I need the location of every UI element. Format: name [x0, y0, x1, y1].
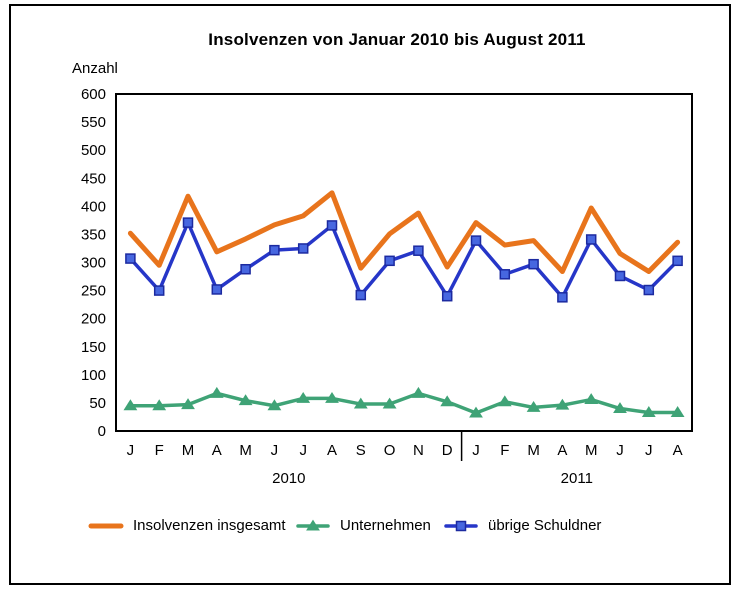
marker-unternehmen	[296, 391, 311, 403]
marker-uebrige-schuldner	[240, 263, 251, 275]
series-line-insgesamt	[127, 190, 681, 274]
year-label: 2010	[272, 470, 305, 487]
marker-unternehmen	[382, 397, 397, 409]
x-month-label: D	[442, 442, 453, 459]
x-month-label: J	[645, 442, 653, 459]
y-tick-label: 450	[81, 170, 106, 187]
marker-uebrige-schuldner	[384, 255, 395, 267]
marker-unternehmen	[670, 406, 685, 417]
y-tick-label: 200	[81, 311, 106, 328]
y-tick-label: 50	[89, 395, 106, 412]
x-month-label: N	[413, 442, 424, 459]
y-tick-label: 400	[81, 198, 106, 215]
marker-uebrige-schuldner	[413, 245, 424, 256]
y-tick-label: 550	[81, 114, 106, 131]
marker-uebrige-schuldner	[326, 220, 338, 231]
marker-unternehmen	[555, 398, 570, 410]
y-tick-label: 350	[81, 226, 106, 243]
marker-unternehmen	[641, 406, 656, 417]
y-tick-label: 500	[81, 142, 106, 159]
marker-uebrige-schuldner	[297, 243, 309, 254]
x-month-label: M	[527, 442, 540, 459]
x-month-label: J	[127, 442, 135, 459]
x-month-label: A	[557, 442, 567, 459]
marker-uebrige-schuldner	[355, 289, 367, 301]
plot-border	[115, 93, 693, 432]
marker-unternehmen	[209, 386, 224, 398]
marker-unternehmen	[181, 398, 195, 410]
marker-unternehmen	[526, 400, 541, 412]
x-month-label: M	[585, 442, 598, 459]
marker-uebrige-schuldner	[153, 285, 165, 296]
marker-unternehmen	[613, 402, 627, 414]
marker-uebrige-schuldner	[643, 284, 655, 296]
marker-unternehmen	[123, 399, 138, 411]
marker-uebrige-schuldner	[211, 284, 223, 295]
marker-uebrige-schuldner	[585, 234, 597, 245]
y-axis-label: Anzahl	[72, 60, 118, 77]
chart-title: Insolvenzen von Januar 2010 bis August 2…	[208, 30, 586, 49]
y-tick-label: 0	[98, 423, 106, 440]
y-tick-label: 300	[81, 255, 106, 272]
x-month-label: A	[212, 442, 222, 459]
marker-unternehmen	[584, 393, 599, 405]
x-month-label: M	[182, 442, 195, 459]
year-label: 2011	[561, 470, 593, 487]
chart-frame	[9, 4, 731, 585]
x-month-label: F	[155, 442, 164, 459]
marker-uebrige-schuldner	[470, 235, 482, 246]
x-month-label: J	[472, 442, 480, 459]
marker-unternehmen	[411, 386, 426, 398]
marker-uebrige-schuldner	[557, 292, 568, 303]
marker-unternehmen	[238, 394, 253, 406]
marker-uebrige-schuldner	[441, 290, 453, 302]
x-month-label: J	[616, 442, 624, 459]
x-month-label: J	[299, 442, 307, 459]
x-month-label: A	[673, 442, 683, 459]
x-month-label: M	[239, 442, 252, 459]
marker-uebrige-schuldner	[672, 255, 683, 267]
x-month-label: S	[356, 442, 366, 459]
y-tick-label: 150	[81, 339, 106, 356]
marker-unternehmen	[469, 406, 483, 418]
marker-unternehmen	[353, 397, 368, 409]
marker-unternehmen	[267, 399, 282, 411]
x-month-label: J	[271, 442, 279, 459]
marker-uebrige-schuldner	[182, 217, 194, 228]
marker-unternehmen	[152, 399, 167, 411]
marker-uebrige-schuldner	[269, 244, 280, 256]
marker-uebrige-schuldner	[614, 270, 626, 282]
y-tick-label: 600	[81, 86, 106, 103]
marker-unternehmen	[497, 395, 512, 407]
x-month-label: F	[500, 442, 509, 459]
marker-unternehmen	[440, 395, 455, 407]
x-month-label: O	[384, 442, 396, 459]
marker-uebrige-schuldner	[528, 258, 539, 270]
x-month-label: A	[327, 442, 337, 459]
marker-unternehmen	[325, 391, 339, 403]
y-tick-label: 100	[81, 367, 106, 384]
y-tick-label: 250	[81, 283, 106, 300]
marker-uebrige-schuldner	[125, 253, 136, 264]
marker-uebrige-schuldner	[499, 269, 511, 280]
